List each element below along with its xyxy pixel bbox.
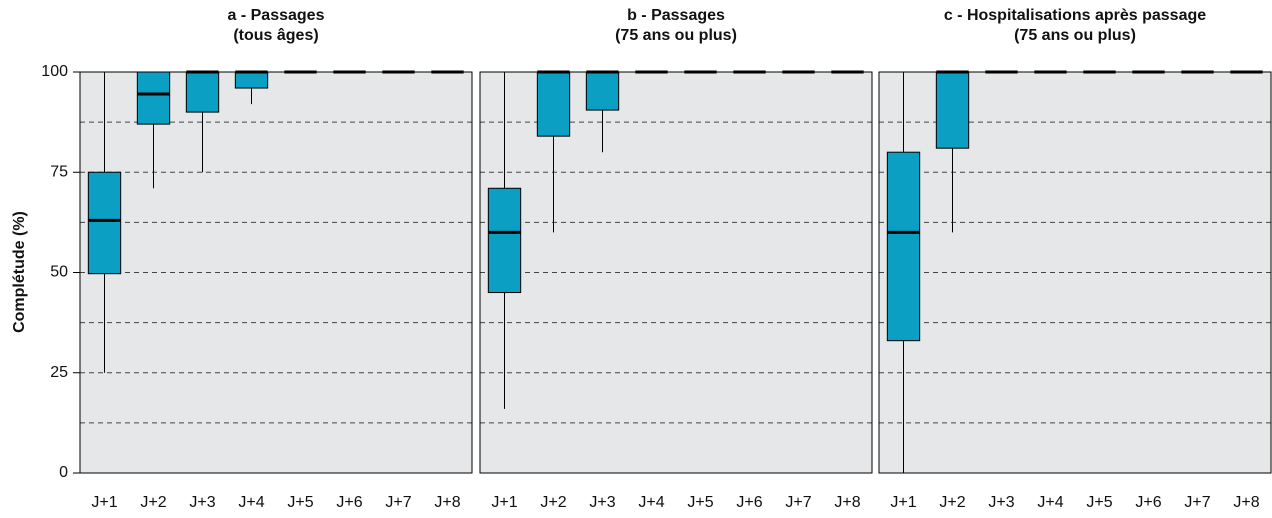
x-tick-label: J+2	[939, 494, 965, 511]
x-tick-label: J+5	[287, 494, 313, 511]
box	[487, 187, 522, 294]
x-tick-label: J+4	[1037, 494, 1063, 511]
y-tick-label: 0	[59, 464, 68, 481]
x-tick-label: J+8	[1233, 494, 1259, 511]
x-tick-label: J+7	[1184, 494, 1210, 511]
chart-title: (75 ans ou plus)	[615, 27, 737, 44]
x-tick-label: J+7	[785, 494, 811, 511]
x-tick-label: J+8	[834, 494, 860, 511]
plot-frame	[479, 71, 873, 474]
box	[585, 71, 620, 111]
chart-title: (75 ans ou plus)	[1014, 27, 1136, 44]
y-axis-label: Complétude (%)	[11, 211, 28, 333]
x-tick-label: J+4	[238, 494, 264, 511]
x-tick-label: J+2	[140, 494, 166, 511]
x-tick-label: J+3	[589, 494, 615, 511]
box	[234, 71, 269, 89]
x-tick-label: J+6	[736, 494, 762, 511]
box	[536, 71, 571, 137]
x-tick-label: J+5	[1086, 494, 1112, 511]
x-tick-label: J+1	[890, 494, 916, 511]
chart-title: c - Hospitalisations après passage	[944, 7, 1206, 24]
x-tick-label: J+6	[336, 494, 362, 511]
chart-title: a - Passages	[228, 7, 325, 24]
y-tick-label: 75	[50, 163, 68, 180]
box	[136, 71, 171, 125]
plot-frame	[878, 71, 1272, 474]
x-tick-label: J+5	[687, 494, 713, 511]
chart-title: b - Passages	[627, 7, 725, 24]
x-tick-label: J+8	[434, 494, 460, 511]
x-tick-label: J+7	[385, 494, 411, 511]
x-tick-label: J+4	[638, 494, 664, 511]
chart-title: (tous âges)	[233, 27, 318, 44]
x-tick-label: J+3	[189, 494, 215, 511]
box	[87, 171, 122, 275]
x-tick-label: J+2	[540, 494, 566, 511]
y-tick-label: 100	[41, 63, 68, 80]
y-tick-label: 25	[50, 364, 68, 381]
box	[886, 151, 921, 342]
box	[185, 71, 220, 113]
x-tick-label: J+3	[988, 494, 1014, 511]
box	[935, 71, 970, 149]
x-tick-label: J+1	[491, 494, 517, 511]
x-tick-label: J+1	[91, 494, 117, 511]
x-tick-label: J+6	[1135, 494, 1161, 511]
y-tick-label: 50	[50, 264, 68, 281]
